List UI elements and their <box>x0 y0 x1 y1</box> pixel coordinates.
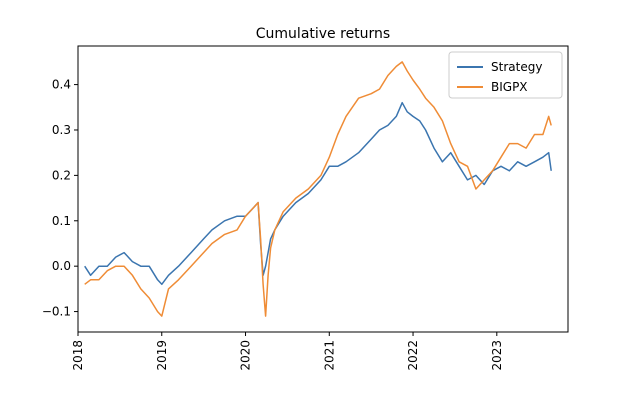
x-tick-label: 2023 <box>490 340 504 371</box>
x-tick-label: 2020 <box>239 340 253 371</box>
x-tick-label: 2021 <box>322 340 336 371</box>
legend-label-bigpx: BIGPX <box>491 80 528 94</box>
legend-label-strategy: Strategy <box>491 60 542 74</box>
legend: Strategy BIGPX <box>448 51 563 99</box>
x-tick-label: 2019 <box>155 340 169 371</box>
series-line-strategy <box>84 101 552 286</box>
series-line-bigpx <box>84 61 552 317</box>
y-axis: −0.1 0.0 0.1 0.2 0.3 0.4 <box>42 78 78 319</box>
plot-lines <box>84 61 552 317</box>
x-tick-label: 2022 <box>406 340 420 371</box>
y-tick-label: 0.3 <box>52 123 71 137</box>
y-tick-label: −0.1 <box>42 305 71 319</box>
y-tick-label: 0.1 <box>52 214 71 228</box>
x-tick-label: 2018 <box>71 340 85 371</box>
y-tick-label: 0.0 <box>52 259 71 273</box>
axes-frame <box>77 45 569 333</box>
x-axis: 2018 2019 2020 2021 2022 2023 <box>71 332 504 371</box>
y-tick-label: 0.4 <box>52 78 71 92</box>
chart-title: Cumulative returns <box>256 26 390 42</box>
y-tick-label: 0.2 <box>52 168 71 182</box>
